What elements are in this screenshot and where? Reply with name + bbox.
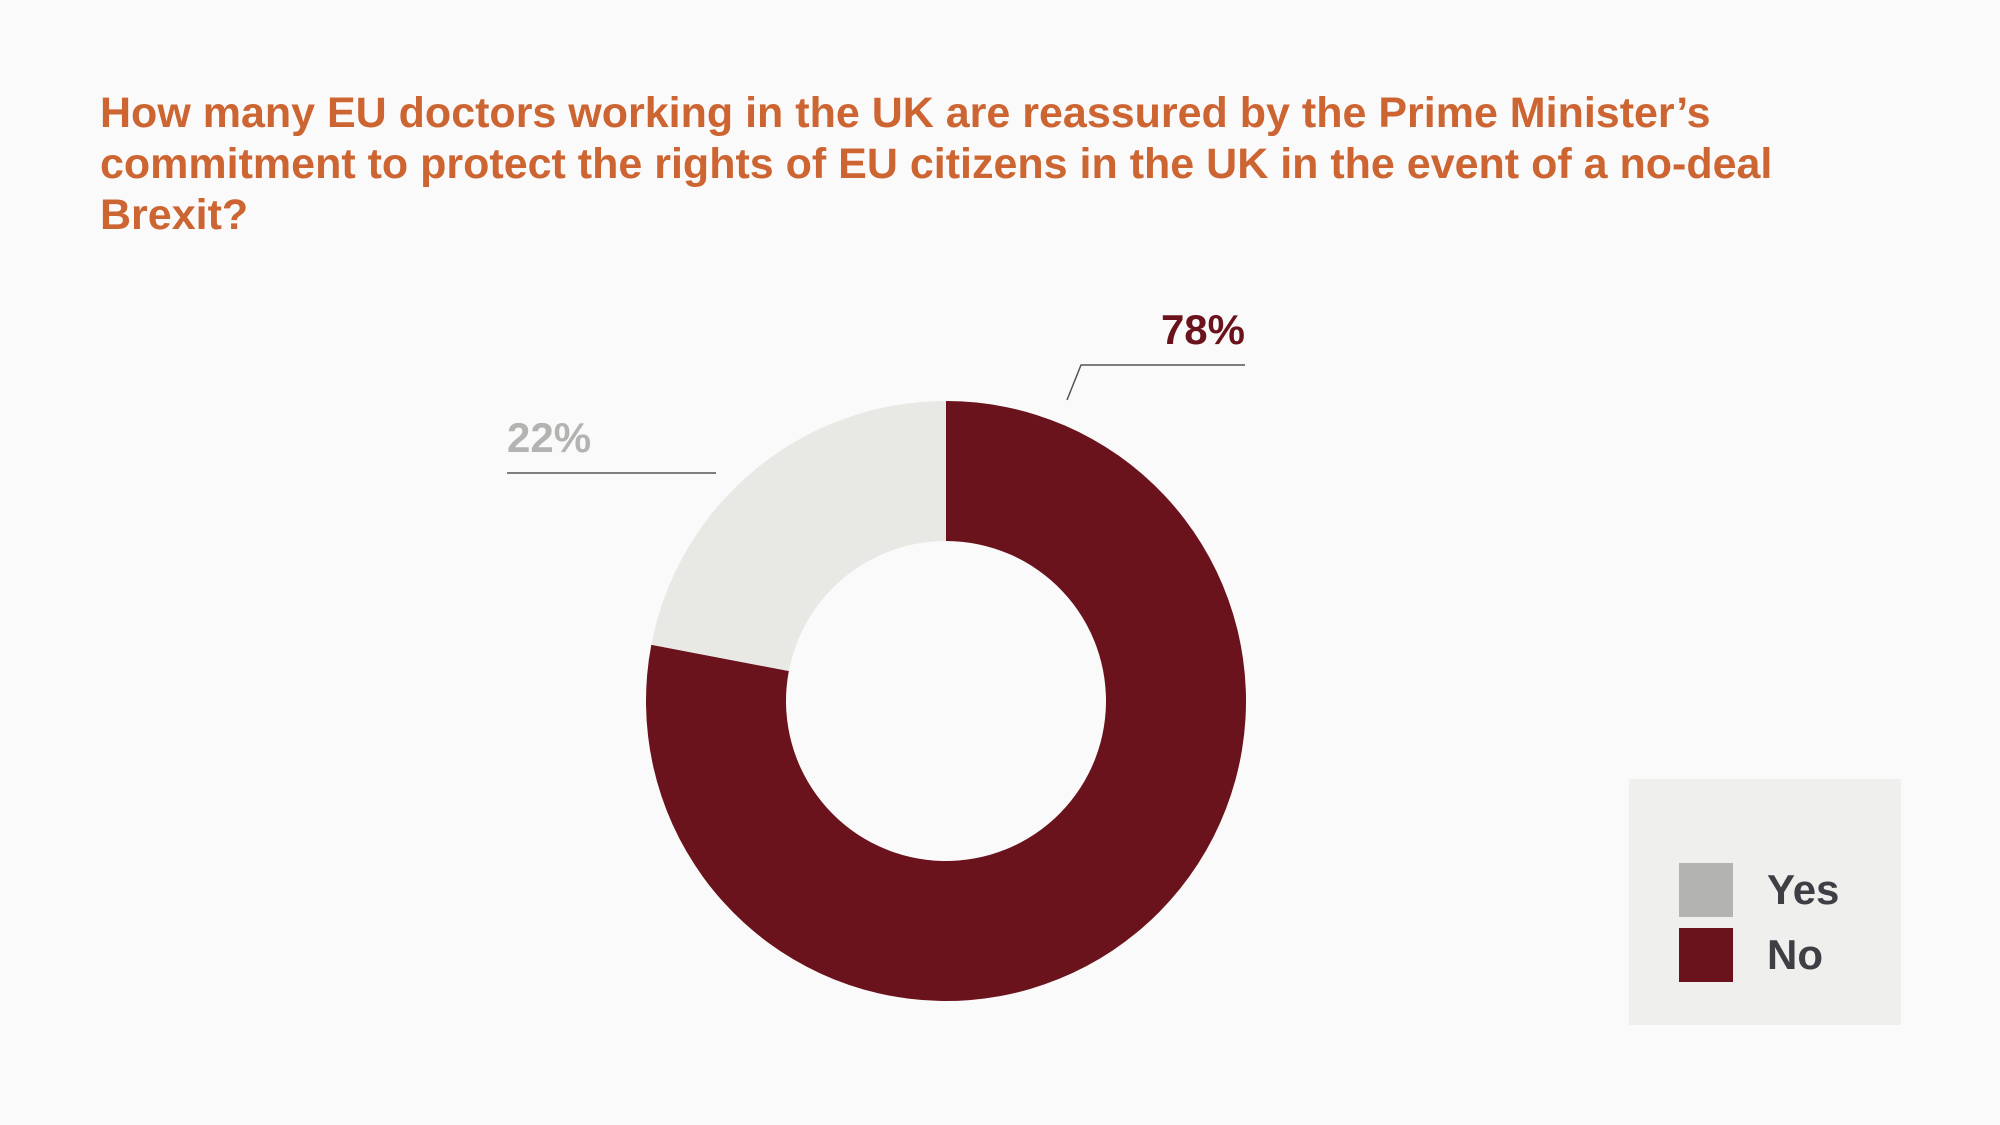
legend-item-no: No [1679, 927, 1823, 983]
legend-label-yes: Yes [1767, 866, 1840, 913]
legend-label-no: No [1767, 931, 1823, 978]
slice-label-no: 78% [1161, 306, 1245, 353]
legend: Yes No [1629, 779, 1901, 1025]
chart-title: How many EU doctors working in the UK ar… [100, 89, 1773, 239]
legend-swatch-yes [1679, 863, 1733, 917]
slice-label-yes: 22% [507, 414, 591, 461]
donut-slice-yes [651, 400, 946, 672]
legend-item-yes: Yes [1679, 862, 1839, 918]
donut-slice-no [646, 401, 1247, 1001]
slice-label-leader-no [1066, 364, 1245, 401]
legend-swatch-no [1679, 928, 1733, 982]
donut-slices [646, 400, 1247, 1001]
